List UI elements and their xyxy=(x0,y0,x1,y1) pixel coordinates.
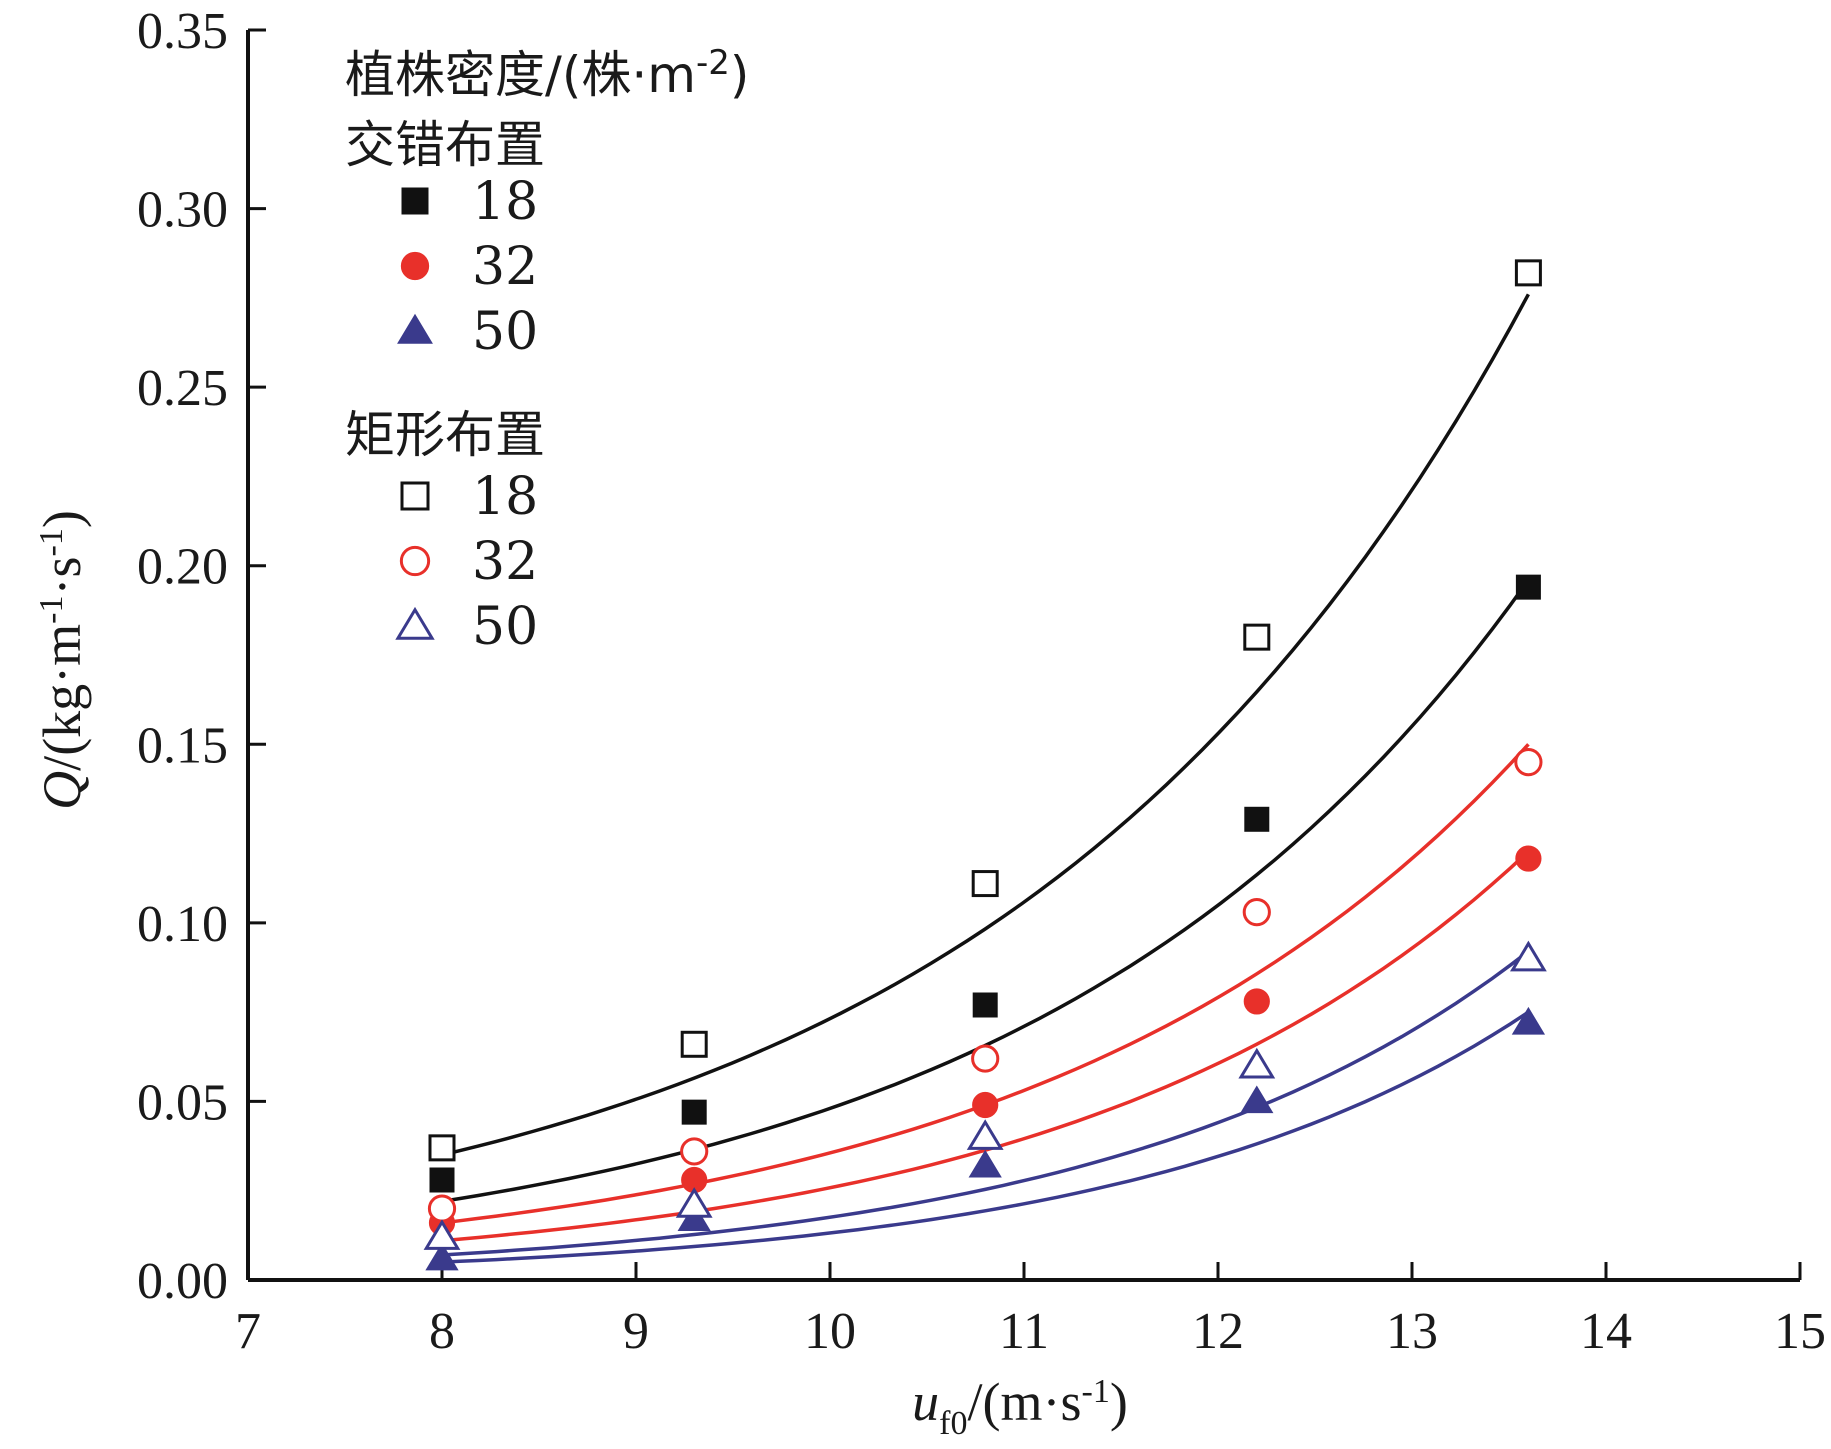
data-point-square-filled xyxy=(1515,574,1541,600)
y-tick-label: 0.30 xyxy=(137,182,228,239)
data-point-triangle-filled xyxy=(1511,1006,1546,1035)
data-point-square-open xyxy=(680,1030,708,1058)
y-tick-label: 0.20 xyxy=(137,539,228,596)
legend-entry-label: 50 xyxy=(472,302,538,362)
legend-marker-triangle-open xyxy=(395,606,435,640)
data-point-square-filled xyxy=(429,1167,455,1193)
data-point-triangle-open xyxy=(1510,940,1547,972)
data-point-square-open xyxy=(971,870,999,898)
x-tick-label: 14 xyxy=(1580,1303,1632,1360)
fit-curve-0 xyxy=(441,293,1530,1157)
x-axis-title: uf0/(m·s-1) xyxy=(912,1372,1128,1442)
fit-curve-5 xyxy=(441,1010,1530,1264)
data-point-circle-filled xyxy=(1515,845,1542,872)
data-point-triangle-open xyxy=(966,1119,1004,1150)
data-point-circle-open xyxy=(427,1194,457,1223)
legend-marker-square-open xyxy=(400,481,430,511)
data-point-circle-open xyxy=(971,1044,1000,1073)
y-tick-label: 0.35 xyxy=(137,3,228,60)
data-point-triangle-filled xyxy=(968,1149,1002,1178)
x-tick-label: 10 xyxy=(804,1303,856,1360)
y-tick-label: 0.15 xyxy=(137,717,228,774)
y-tick-label: 0.25 xyxy=(137,360,228,417)
data-point-square-filled xyxy=(1244,806,1270,832)
fit-curve-4 xyxy=(441,950,1530,1257)
x-tick-label: 11 xyxy=(999,1303,1049,1360)
y-tick-label: 0.00 xyxy=(137,1253,228,1310)
data-point-circle-open xyxy=(1242,898,1271,927)
data-point-triangle-filled xyxy=(425,1242,459,1271)
data-point-square-open xyxy=(1243,623,1271,651)
legend-entry-label: 50 xyxy=(472,597,538,657)
legend-marker-square-filled xyxy=(401,187,429,215)
legend-marker-circle-open xyxy=(399,545,431,577)
data-point-triangle-open xyxy=(1238,1047,1276,1079)
axes: 7 8 9 10 11 12 13 14 15 0.00 0.05 0.10 0.15 0.20 0.25 0… xyxy=(137,3,1826,1360)
legend-entry-label: 18 xyxy=(472,467,538,527)
data-markers xyxy=(423,259,1547,1271)
x-tick-label: 13 xyxy=(1386,1303,1438,1360)
data-point-square-filled xyxy=(681,1099,707,1125)
x-tick-label: 9 xyxy=(623,1303,649,1360)
data-point-circle-open xyxy=(680,1137,709,1166)
legend-marker-circle-filled xyxy=(400,251,430,281)
x-tick-label: 12 xyxy=(1192,1303,1244,1360)
legend-title: 植株密度/(株·m-2) xyxy=(345,43,749,104)
data-point-triangle-filled xyxy=(1240,1085,1274,1114)
data-point-square-open xyxy=(428,1134,456,1162)
legend-entry-label: 32 xyxy=(472,532,538,592)
y-tick-label: 0.10 xyxy=(137,896,228,953)
x-tick-label: 8 xyxy=(429,1303,455,1360)
y-axis-title: Q/(kg·m-1·s-1) xyxy=(32,510,92,810)
legend-group-rectangular: 矩形布置 xyxy=(345,406,545,464)
data-point-square-open xyxy=(1514,259,1542,287)
data-point-triangle-open xyxy=(423,1219,461,1250)
y-tick-label: 0.05 xyxy=(137,1074,228,1131)
data-point-circle-filled xyxy=(972,1091,999,1119)
x-tick-label: 7 xyxy=(235,1303,261,1360)
data-point-square-filled xyxy=(972,992,998,1018)
legend-group-staggered: 交错布置 xyxy=(345,116,545,174)
legend-entry-label: 32 xyxy=(472,237,538,297)
data-point-circle-open xyxy=(1514,748,1543,777)
data-point-circle-filled xyxy=(1243,988,1270,1015)
data-point-triangle-open xyxy=(675,1187,713,1218)
x-tick-label: 15 xyxy=(1774,1303,1826,1360)
legend-entry-label: 18 xyxy=(472,172,538,232)
legend-marker-triangle-filled xyxy=(397,313,433,344)
